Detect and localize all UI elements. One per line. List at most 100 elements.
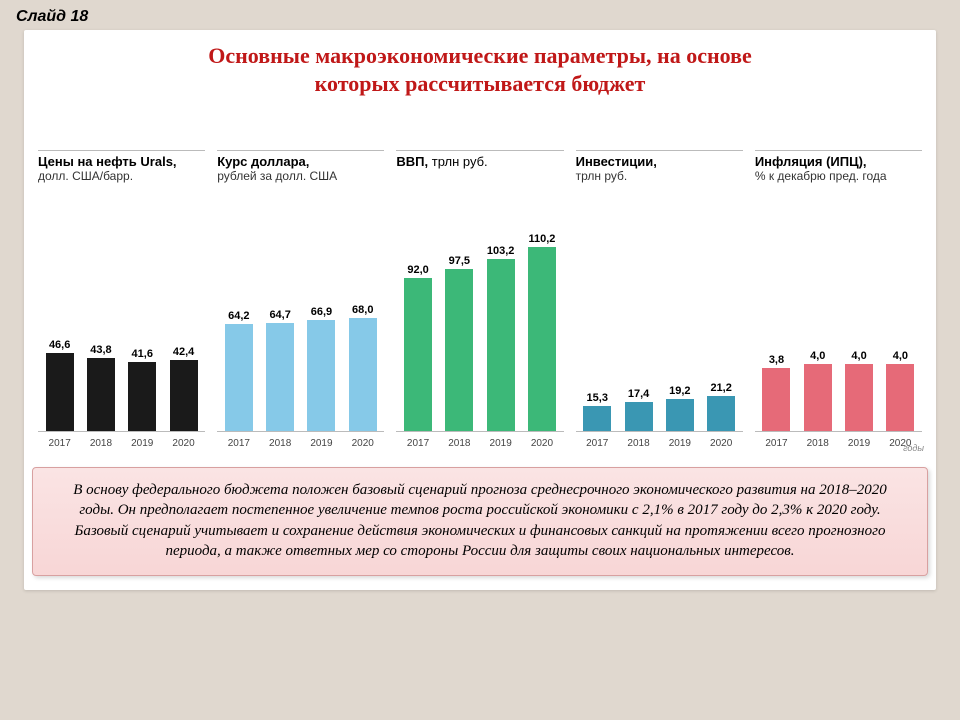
bar: 92,0 — [400, 264, 435, 431]
chart-heading-light: долл. США/барр. — [38, 170, 205, 184]
x-tick-label: 2020 — [166, 438, 201, 449]
bar: 17,4 — [621, 388, 656, 431]
bar-rect — [349, 318, 377, 431]
bar-value-label: 15,3 — [587, 392, 608, 404]
chart-bars-area: 15,3 17,4 19,2 21,2 — [576, 212, 743, 432]
x-tick-label: 2020 — [345, 438, 380, 449]
bar-value-label: 21,2 — [710, 382, 731, 394]
bar-value-label: 110,2 — [528, 233, 555, 245]
x-tick-label: 2018 — [442, 438, 477, 449]
bar: 66,9 — [304, 306, 339, 432]
bar-rect — [625, 402, 653, 431]
charts-container: Цены на нефть Urals,долл. США/барр.46,64… — [32, 103, 928, 449]
bar: 3,8 — [759, 354, 794, 431]
bar-value-label: 64,7 — [269, 309, 290, 321]
chart-bars-area: 92,0 97,5 103,2 110,2 — [396, 212, 563, 432]
x-axis-labels: 2017201820192020 — [38, 432, 205, 449]
chart-panel: ВВП, трлн руб. 92,0 97,5 103,2 110,2 2017 2018… — [396, 150, 563, 449]
x-tick-label: 2019 — [304, 438, 339, 449]
bar-value-label: 103,2 — [487, 245, 515, 257]
bar-rect — [225, 324, 253, 431]
slide-title: Основные макроэкономические параметры, н… — [32, 42, 928, 97]
bar-rect — [170, 360, 198, 431]
chart-bars-area: 64,2 64,7 66,9 68,0 — [217, 212, 384, 432]
bar: 21,2 — [704, 382, 739, 431]
bar: 64,7 — [263, 309, 298, 431]
footer-note: В основу федерального бюджета положен ба… — [32, 467, 928, 576]
x-tick-label: 2019 — [662, 438, 697, 449]
bar: 46,6 — [42, 339, 77, 431]
chart-heading: ВВП, трлн руб. — [396, 150, 563, 206]
chart-heading-bold: Инфляция (ИПЦ), — [755, 155, 922, 170]
bar-rect — [707, 396, 735, 431]
bar-value-label: 97,5 — [449, 255, 470, 267]
x-tick-label: 2017 — [400, 438, 435, 449]
bar: 103,2 — [483, 245, 518, 431]
bar-rect — [128, 362, 156, 431]
x-tick-label: 2018 — [800, 438, 835, 449]
chart-heading: Курс доллара,рублей за долл. США — [217, 150, 384, 206]
x-axis-labels: 2017201820192020 — [755, 432, 922, 449]
chart-heading-bold: Цены на нефть Urals, — [38, 155, 205, 170]
title-line-2: которых рассчитывается бюджет — [315, 71, 646, 96]
bar-value-label: 43,8 — [90, 344, 111, 356]
chart-panel: Инвестиции,трлн руб.15,317,419,221,22017… — [576, 150, 743, 449]
bar: 43,8 — [83, 344, 118, 431]
x-tick-label: 2018 — [83, 438, 118, 449]
x-tick-label: 2019 — [841, 438, 876, 449]
x-tick-label: 2018 — [621, 438, 656, 449]
bar: 41,6 — [125, 348, 160, 431]
slide-number-label: Слайд 18 — [0, 0, 960, 26]
bar: 42,4 — [166, 346, 201, 431]
bar-value-label: 3,8 — [769, 354, 784, 366]
bar-rect — [266, 323, 294, 431]
x-tick-label: 2017 — [580, 438, 615, 449]
bar: 19,2 — [662, 385, 697, 431]
bar: 64,2 — [221, 310, 256, 431]
x-tick-label: 2017 — [42, 438, 77, 449]
chart-heading: Инфляция (ИПЦ),% к декабрю пред. года — [755, 150, 922, 206]
bar-value-label: 17,4 — [628, 388, 649, 400]
bar: 4,0 — [800, 350, 835, 431]
bar-value-label: 19,2 — [669, 385, 690, 397]
bar-value-label: 4,0 — [893, 350, 908, 362]
bar-value-label: 41,6 — [132, 348, 153, 360]
bar-rect — [583, 406, 611, 432]
bar-value-label: 46,6 — [49, 339, 70, 351]
x-tick-label: 2017 — [221, 438, 256, 449]
bar: 4,0 — [841, 350, 876, 431]
bar-rect — [404, 278, 432, 431]
bar-value-label: 42,4 — [173, 346, 194, 358]
axis-years-label: годы — [903, 443, 924, 453]
bar-rect — [886, 364, 914, 431]
bar: 68,0 — [345, 304, 380, 431]
x-tick-label: 2017 — [759, 438, 794, 449]
chart-bars-area: 46,6 43,8 41,6 42,4 — [38, 212, 205, 432]
x-axis-labels: 2017 2018 2019 2020 — [576, 432, 743, 449]
chart-heading-light: % к декабрю пред. года — [755, 170, 922, 184]
x-tick-label: 2020 — [704, 438, 739, 449]
bar-value-label: 4,0 — [851, 350, 866, 362]
bar: 110,2 — [524, 233, 559, 431]
bar-value-label: 4,0 — [810, 350, 825, 362]
chart-panel: Цены на нефть Urals,долл. США/барр.46,64… — [38, 150, 205, 449]
bar-rect — [87, 358, 115, 431]
chart-heading: Цены на нефть Urals,долл. США/барр. — [38, 150, 205, 206]
bar-rect — [487, 259, 515, 431]
x-axis-labels: 2017201820192020 — [217, 432, 384, 449]
chart-panel: Инфляция (ИПЦ),% к декабрю пред. года 3,8… — [755, 150, 922, 449]
x-tick-label: 2020 — [524, 438, 559, 449]
chart-heading-bold: Курс доллара, — [217, 155, 384, 170]
bar: 4,0 — [883, 350, 918, 431]
bar: 97,5 — [442, 255, 477, 432]
bar-value-label: 92,0 — [407, 264, 428, 276]
bar-value-label: 66,9 — [311, 306, 332, 318]
bar-value-label: 64,2 — [228, 310, 249, 322]
bar-rect — [762, 368, 790, 431]
bar-rect — [46, 353, 74, 431]
bar-rect — [445, 269, 473, 432]
bar-rect — [307, 320, 335, 432]
bar-rect — [528, 247, 556, 431]
bar-rect — [804, 364, 832, 431]
x-axis-labels: 2017201820192020 — [396, 432, 563, 449]
